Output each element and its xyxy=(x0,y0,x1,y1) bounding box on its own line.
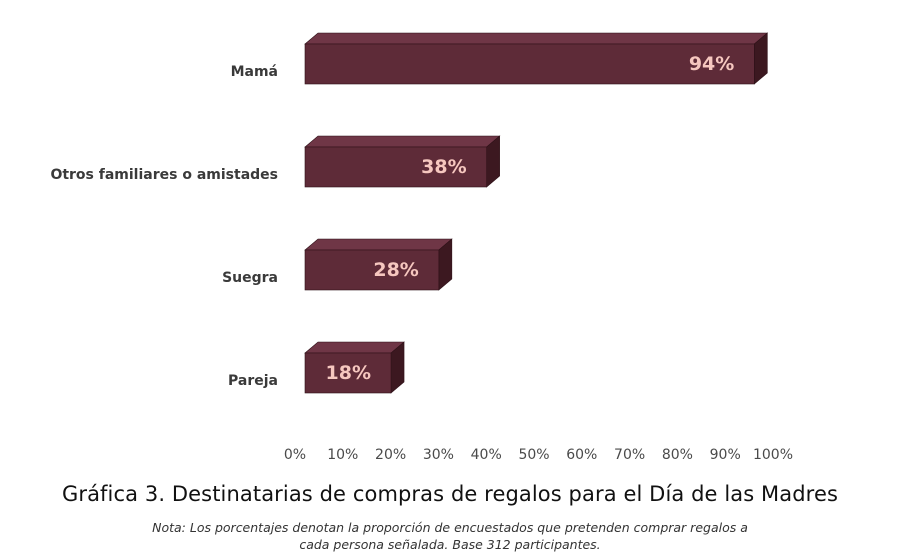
x-tick-label: 50% xyxy=(518,447,549,463)
bar-top-face xyxy=(304,135,501,148)
bar xyxy=(304,135,501,188)
x-tick-label: 40% xyxy=(471,447,502,463)
bars-layer: 94% 38% 28% 18% xyxy=(304,32,769,394)
bar xyxy=(304,341,405,394)
category-label: Pareja xyxy=(228,373,278,389)
bar xyxy=(304,32,769,85)
bar-top-face xyxy=(304,32,769,45)
x-tick-label: 70% xyxy=(614,447,645,463)
bar-top-face xyxy=(304,238,453,251)
x-tick-label: 20% xyxy=(375,447,406,463)
x-axis-ticks: 0% 10% 20% 30% 40% 50% 60% 70% 80% 90% 100% xyxy=(284,447,793,463)
data-label: 28% xyxy=(373,259,418,281)
data-label: 18% xyxy=(326,362,371,384)
bar xyxy=(304,238,453,291)
x-tick-label: 10% xyxy=(327,447,358,463)
x-tick-label: 90% xyxy=(710,447,741,463)
x-tick-label: 0% xyxy=(284,447,306,463)
bar-front-face xyxy=(304,352,392,394)
bar-top-face xyxy=(304,341,405,354)
chart-note: Nota: Los porcentajes denotan la proporc… xyxy=(152,520,748,552)
bar-front-face xyxy=(304,146,487,188)
x-tick-label: 30% xyxy=(423,447,454,463)
category-label: Otros familiares o amistades xyxy=(50,167,278,183)
x-tick-label: 80% xyxy=(662,447,693,463)
bar-chart: 94% 38% 28% 18% Mamá Otros familiares o amis… xyxy=(50,32,793,463)
data-label: 94% xyxy=(689,53,734,75)
bar-front-face xyxy=(304,249,440,291)
category-labels: Mamá Otros familiares o amistades Suegra Pa… xyxy=(50,64,278,389)
x-tick-label: 100% xyxy=(753,447,793,463)
data-label: 38% xyxy=(421,156,466,178)
category-label: Suegra xyxy=(222,270,278,286)
chart-title: Gráfica 3. Destinatarias de compras de r… xyxy=(61,482,839,506)
bar-front-face xyxy=(304,43,755,85)
x-tick-label: 60% xyxy=(566,447,597,463)
category-label: Mamá xyxy=(231,64,278,80)
